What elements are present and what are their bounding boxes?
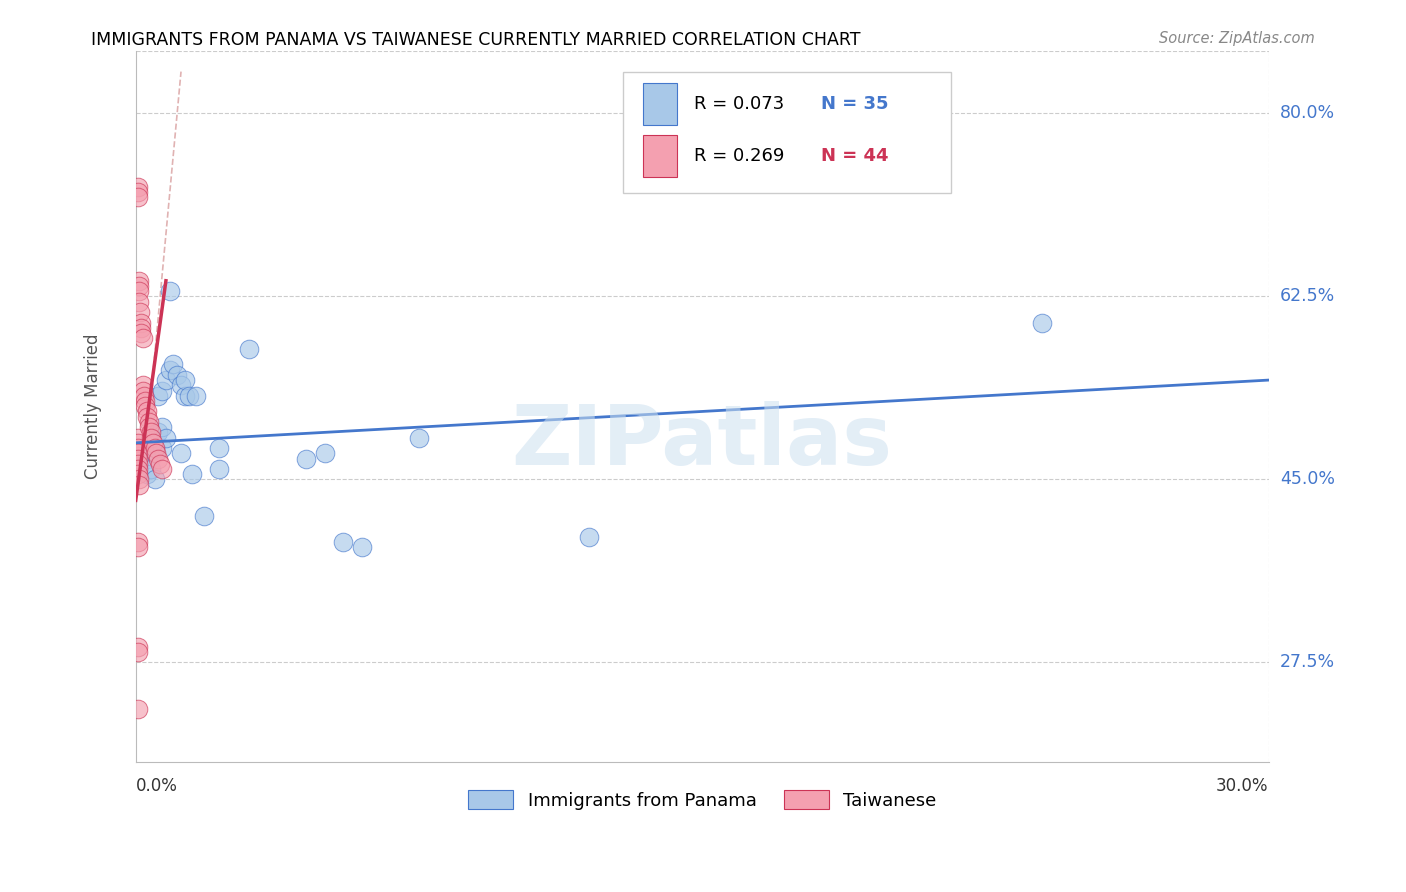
Text: 45.0%: 45.0% xyxy=(1279,470,1334,489)
Point xyxy=(184,389,207,403)
Point xyxy=(159,362,181,376)
Point xyxy=(128,477,150,491)
Point xyxy=(170,378,193,392)
Point xyxy=(238,342,260,356)
Point xyxy=(127,446,149,460)
Text: 0.0%: 0.0% xyxy=(136,778,177,796)
Point xyxy=(155,373,177,387)
Text: R = 0.073: R = 0.073 xyxy=(695,95,785,113)
Point xyxy=(138,415,160,429)
Point xyxy=(143,446,166,460)
Point xyxy=(173,389,195,403)
FancyBboxPatch shape xyxy=(623,72,952,193)
Point xyxy=(139,431,162,445)
Point xyxy=(314,446,336,460)
Text: IMMIGRANTS FROM PANAMA VS TAIWANESE CURRENTLY MARRIED CORRELATION CHART: IMMIGRANTS FROM PANAMA VS TAIWANESE CURR… xyxy=(91,31,860,49)
Point xyxy=(142,435,165,450)
Point xyxy=(148,425,170,440)
Point xyxy=(127,535,149,549)
Point xyxy=(127,702,149,716)
Point xyxy=(150,384,173,398)
Point xyxy=(136,467,159,482)
Point xyxy=(136,451,159,466)
Point xyxy=(208,441,231,455)
Text: R = 0.269: R = 0.269 xyxy=(695,147,785,165)
Point xyxy=(159,284,181,298)
Point xyxy=(131,326,153,340)
Point xyxy=(166,368,188,382)
Text: Currently Married: Currently Married xyxy=(83,334,101,479)
Point xyxy=(177,389,200,403)
Point xyxy=(127,467,149,482)
Text: 27.5%: 27.5% xyxy=(1279,654,1336,672)
Point xyxy=(139,425,162,440)
Point xyxy=(408,431,430,445)
Point xyxy=(127,640,149,654)
Point xyxy=(332,535,354,549)
Point xyxy=(150,441,173,455)
Point xyxy=(136,409,159,424)
Point xyxy=(132,378,155,392)
Point xyxy=(128,284,150,298)
Point xyxy=(150,462,173,476)
Point xyxy=(134,394,156,409)
Point xyxy=(131,316,153,330)
Point xyxy=(127,451,149,466)
Point xyxy=(170,446,193,460)
Point xyxy=(578,530,600,544)
Point xyxy=(127,441,149,455)
Point xyxy=(155,431,177,445)
Point xyxy=(127,179,149,194)
Point xyxy=(143,472,166,486)
Point xyxy=(128,472,150,486)
Text: 80.0%: 80.0% xyxy=(1279,104,1336,122)
Point xyxy=(162,358,184,372)
Point xyxy=(127,645,149,659)
Point xyxy=(150,420,173,434)
Text: ZIPatlas: ZIPatlas xyxy=(512,401,893,483)
Point xyxy=(127,431,149,445)
FancyBboxPatch shape xyxy=(644,83,678,126)
Point xyxy=(294,451,316,466)
Point xyxy=(127,462,149,476)
Point xyxy=(127,190,149,204)
Point xyxy=(131,320,153,334)
Legend: Immigrants from Panama, Taiwanese: Immigrants from Panama, Taiwanese xyxy=(461,783,943,817)
Point xyxy=(352,541,374,555)
Point xyxy=(127,541,149,555)
Point xyxy=(193,509,215,524)
Point xyxy=(132,384,155,398)
Text: 30.0%: 30.0% xyxy=(1216,778,1268,796)
Point xyxy=(132,389,155,403)
Point xyxy=(181,467,204,482)
Text: N = 44: N = 44 xyxy=(821,147,889,165)
Point xyxy=(1031,316,1053,330)
Point xyxy=(129,305,152,319)
Point xyxy=(127,457,149,471)
Point xyxy=(148,389,170,403)
Text: 62.5%: 62.5% xyxy=(1279,287,1336,305)
Point xyxy=(173,373,195,387)
Point xyxy=(128,274,150,288)
Point xyxy=(131,331,153,345)
Point xyxy=(128,294,150,309)
Point xyxy=(138,420,160,434)
Point xyxy=(139,462,162,476)
FancyBboxPatch shape xyxy=(644,135,678,178)
Point xyxy=(208,462,231,476)
Point xyxy=(127,435,149,450)
Point xyxy=(134,399,156,413)
Point xyxy=(145,446,167,460)
Point xyxy=(149,457,172,471)
Point xyxy=(136,404,159,418)
Point xyxy=(127,185,149,199)
Text: Source: ZipAtlas.com: Source: ZipAtlas.com xyxy=(1159,31,1315,46)
Point xyxy=(128,279,150,293)
Point xyxy=(148,451,170,466)
Point xyxy=(143,441,166,455)
Point xyxy=(143,441,166,455)
Text: N = 35: N = 35 xyxy=(821,95,889,113)
